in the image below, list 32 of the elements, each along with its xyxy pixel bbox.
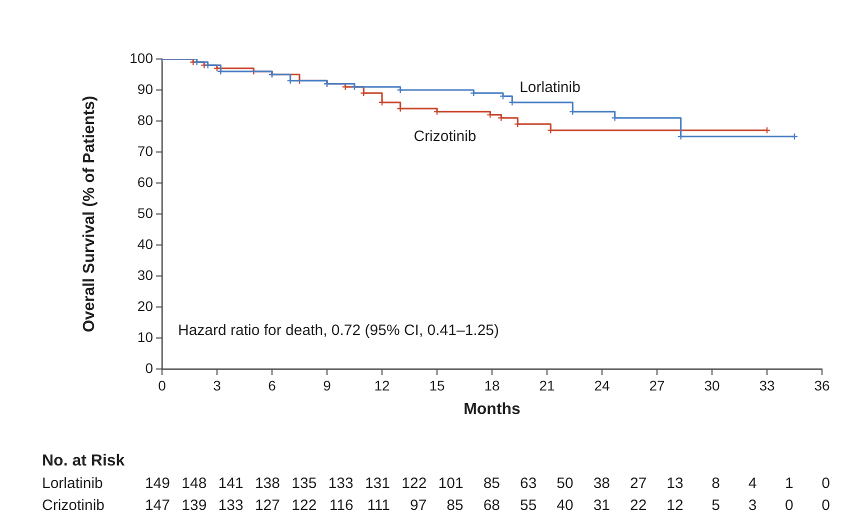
y-tick-label: 20 bbox=[137, 298, 154, 314]
text: No. at Risk bbox=[42, 452, 125, 470]
x-tick-label: 30 bbox=[704, 377, 720, 394]
y-tick-label: 30 bbox=[137, 266, 154, 283]
x-tick-label: 0 bbox=[158, 377, 166, 394]
x-tick-label: 9 bbox=[323, 377, 332, 394]
series-label: Lorlatinib bbox=[520, 79, 580, 96]
y-tick-label: 60 bbox=[137, 174, 154, 190]
x-tick-label: 24 bbox=[594, 377, 610, 394]
y-tick-label: 10 bbox=[137, 328, 154, 345]
annotation: Hazard ratio for death, 0.72 (95% CI, 0.41–1.25) bbox=[178, 322, 500, 340]
x-axis-title: Months bbox=[464, 400, 521, 418]
y-tick-label: 0 bbox=[145, 360, 154, 376]
text: Lorlatinib 149 148 141 138 135 133 131 122 101 85 63 50 38 27 13 8 4 1 0 bbox=[42, 475, 830, 492]
y-axis-title: Overall Survival (% of Patients) bbox=[81, 96, 98, 332]
x-tick-label: 6 bbox=[268, 377, 276, 394]
series-label: Crizotinib bbox=[414, 128, 476, 146]
x-tick-label: 15 bbox=[429, 377, 445, 394]
x-tick-label: 12 bbox=[374, 377, 390, 394]
y-tick-label: 90 bbox=[137, 80, 154, 97]
y-tick-label: 80 bbox=[137, 112, 154, 128]
text: Crizotinib 147 139 133 127 122 116 111 97 85 68 55 40 31 22 12 5 3 0 0 bbox=[42, 497, 830, 514]
y-tick-label: 100 bbox=[130, 50, 154, 66]
x-tick-label: 18 bbox=[484, 377, 500, 394]
x-tick-label: 21 bbox=[539, 377, 555, 394]
x-tick-label: 33 bbox=[759, 377, 775, 394]
y-tick-label: 40 bbox=[137, 236, 154, 252]
x-tick-label: 36 bbox=[814, 377, 830, 394]
y-tick-label: 70 bbox=[137, 142, 154, 159]
x-tick-label: 3 bbox=[213, 377, 222, 394]
y-tick-label: 50 bbox=[137, 204, 154, 221]
x-tick-label: 27 bbox=[649, 377, 665, 394]
